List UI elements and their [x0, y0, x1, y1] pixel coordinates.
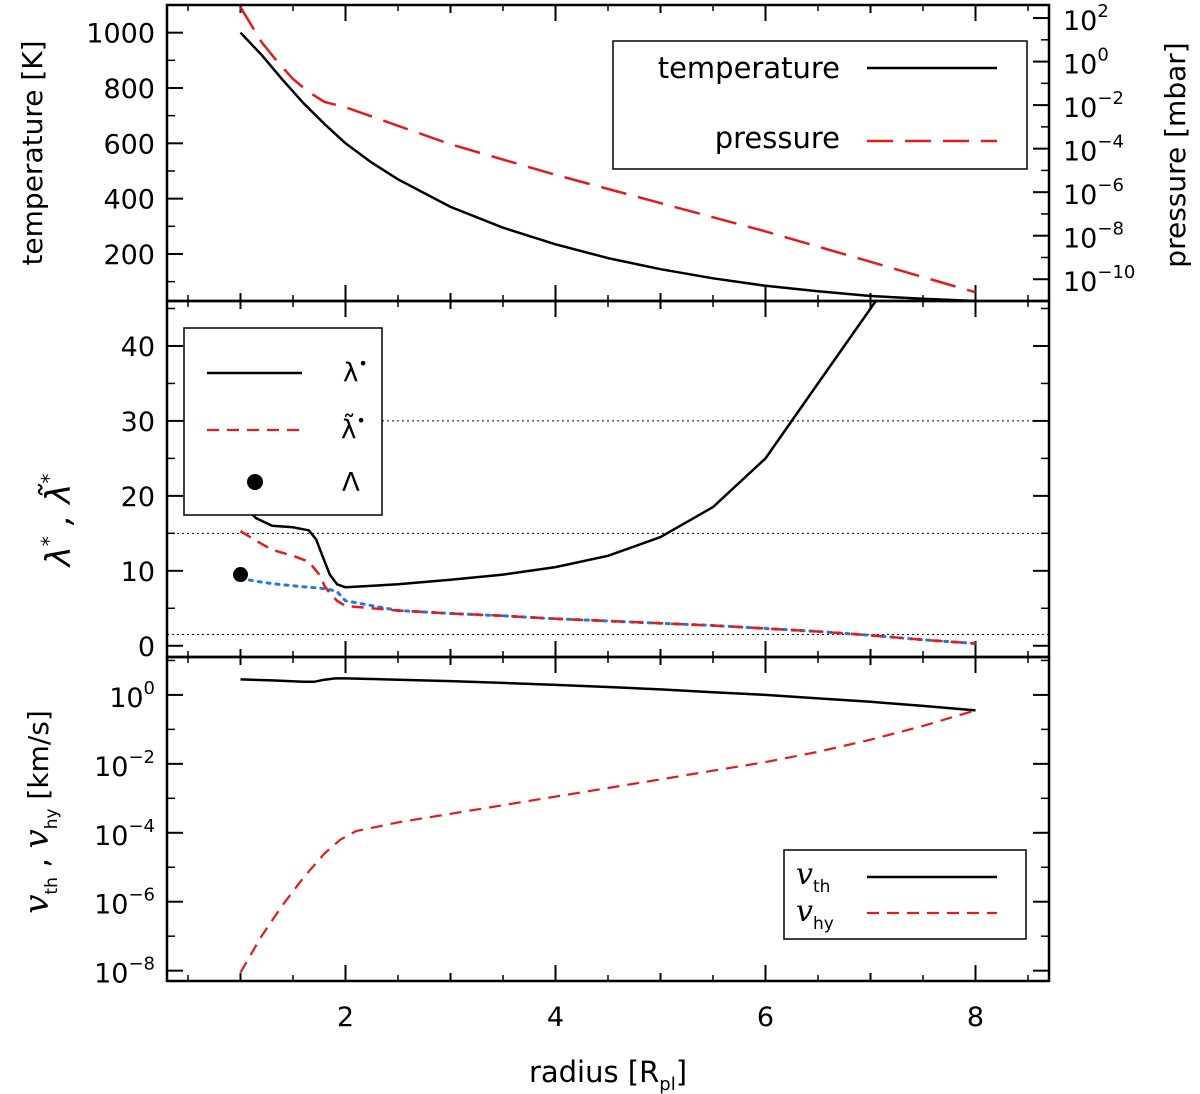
legend-label-v-th: vth [796, 857, 830, 897]
series-line-lambda-1 [239, 530, 976, 645]
x-tick-label: 6 [757, 1002, 774, 1033]
legend-panel-3-box [783, 849, 1027, 940]
legend-panel-1: temperature pressure [612, 40, 1028, 170]
y-tick-label: 10−2 [94, 747, 155, 783]
y-tick-label: 1000 [86, 19, 155, 50]
y2-tick-label: 100 [1063, 45, 1109, 81]
x-tick-label: 2 [337, 1002, 354, 1033]
y2-tick-label: 102 [1063, 1, 1109, 37]
legend-marker-Lambda [247, 474, 263, 490]
legend-panel-1-box [612, 40, 1028, 170]
legend-panel-2: λ• λ̃• Λ [183, 327, 383, 516]
legend-panel-2-box [183, 327, 383, 516]
y-tick-label: 10−4 [94, 816, 155, 852]
y-tick-label: 30 [121, 407, 155, 438]
y-tick-label: 200 [103, 240, 155, 271]
legend-panel-3: vth vhy [783, 849, 1027, 940]
panel-2-ylabel: λ* , λ̃* [37, 474, 79, 569]
y2-tick-label: 10−8 [1063, 219, 1124, 255]
panel-1-y2label: pressure [mbar] [1159, 42, 1192, 267]
panel-2-y-ticks: 0 10 20 30 40 [121, 307, 1049, 663]
y-tick-label: 100 [109, 678, 155, 714]
y-tick-label: 10 [121, 557, 155, 588]
legend-label-v-hy: vhy [796, 894, 834, 934]
panel-1-series [239, 6, 976, 301]
x-axis-label: radius [Rpl] [529, 1055, 687, 1094]
series-line-temperature [239, 31, 976, 301]
y-tick-label: 10−6 [94, 885, 155, 921]
panel-1-right-ticks: 102 100 10−2 10−4 10−6 10−8 10−10 [1033, 1, 1135, 302]
legend-label-pressure: pressure [715, 121, 840, 155]
panel-lambda: 0 10 20 30 40 λ* , λ̃* λ• λ̃• Λ [37, 299, 1051, 663]
panel-3-series [239, 677, 976, 973]
marker-Lambda [233, 567, 248, 583]
legend-label-lambda-star: λ• [343, 354, 368, 388]
y-tick-label: 10−8 [94, 954, 155, 990]
y2-tick-label: 10−2 [1063, 88, 1124, 124]
legend-label-Lambda: Λ [342, 468, 360, 498]
panel-2-x-ticks [187, 301, 1029, 657]
panel-1-ylabel: temperature [K] [16, 40, 49, 265]
y-tick-label: 40 [121, 332, 155, 363]
y2-tick-label: 10−6 [1063, 175, 1124, 211]
x-tick-label: 8 [967, 1002, 984, 1033]
y2-tick-label: 10−4 [1063, 132, 1124, 168]
legend-label-temperature: temperature [658, 51, 840, 85]
panel-1-left-ticks: 200 400 600 800 1000 [86, 19, 183, 283]
y-tick-label: 600 [103, 129, 155, 160]
x-tick-label: 4 [547, 1002, 564, 1033]
series-line-v-th [240, 677, 976, 712]
y-tick-label: 20 [121, 482, 155, 513]
y-tick-label: 0 [138, 632, 155, 663]
series-line-pressure [239, 6, 976, 294]
y-tick-label: 400 [103, 185, 155, 216]
panel-2-series [233, 301, 977, 645]
panel-3-ylabel: vth , vhy [km/s] [17, 710, 62, 914]
series-line-lambda-0 [239, 301, 877, 589]
panel-3-x-ticks: 2 4 6 8 [187, 657, 1029, 1033]
y-tick-label: 800 [103, 74, 155, 105]
panel-3-y-ticks: 100 10−2 10−4 10−6 10−8 [94, 659, 1049, 990]
panel-velocities: 100 10−2 10−4 10−6 10−8 2 4 6 8 vth , vhy [km/s… [17, 655, 1051, 1094]
y2-tick-label: 10−10 [1063, 262, 1135, 298]
